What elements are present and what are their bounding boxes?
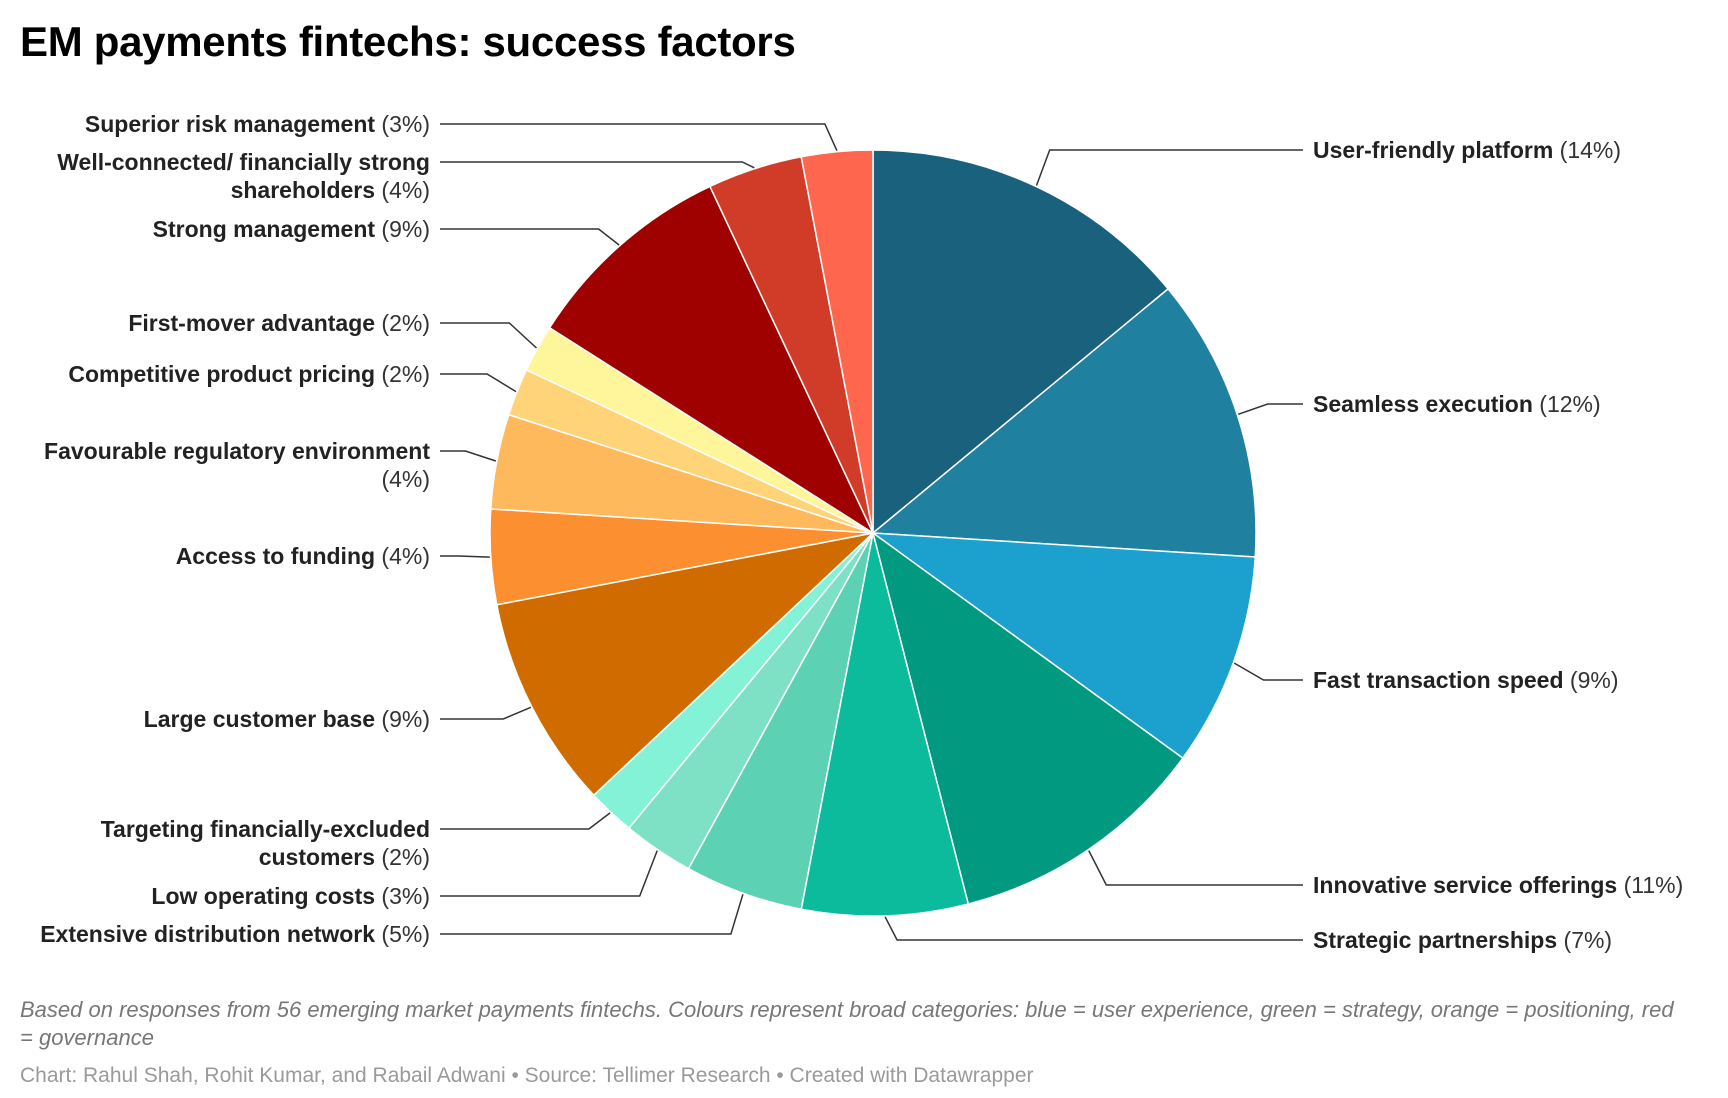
leader-line-extensive-distribution-network <box>440 894 744 935</box>
slice-labels: User-friendly platform (14%) Seamless exe… <box>40 111 1683 953</box>
leader-line-superior-risk-management <box>440 123 838 152</box>
leader-line-strategic-partnerships <box>884 916 1303 941</box>
pie-slice-strong-management <box>548 185 874 534</box>
leader-line-targeting-financially-excluded-customers <box>440 812 611 830</box>
pie-slice-user-friendly-platform <box>872 149 1169 534</box>
chart-description: Based on responses from 56 emerging mark… <box>20 997 1674 1050</box>
pie-slice-superior-risk-management <box>800 149 874 534</box>
slice-label-strong-management: Strong management (9%) <box>153 216 430 242</box>
leader-line-access-to-funding <box>440 555 490 558</box>
leader-line-large-customer-base <box>440 706 532 720</box>
slice-label-seamless-execution: Seamless execution (12%) <box>1313 391 1601 417</box>
slice-label-user-friendly-platform: User-friendly platform (14%) <box>1313 137 1621 163</box>
pie-slice-large-customer-base <box>496 532 874 796</box>
slice-label-competitive-product-pricing: Competitive product pricing (2%) <box>68 361 430 387</box>
leader-line-first-mover-advantage <box>440 322 538 349</box>
pie-slice-strategic-partnerships <box>800 532 969 917</box>
leader-line-fast-transaction-speed <box>1233 662 1303 681</box>
leader-line-seamless-execution <box>1237 403 1303 416</box>
leader-line-user-friendly-platform <box>1035 149 1303 186</box>
pie-slices <box>489 149 1257 917</box>
slice-label-superior-risk-management: Superior risk management (3%) <box>85 111 430 137</box>
leader-line-strong-management <box>440 228 620 246</box>
slice-label-access-to-funding: Access to funding (4%) <box>176 543 430 569</box>
chart-credit: Chart: Rahul Shah, Rohit Kumar, and Raba… <box>20 1064 1034 1087</box>
leader-line-innovative-service-offerings <box>1088 850 1303 886</box>
pie-chart: User-friendly platform (14%) Seamless exe… <box>40 111 1683 953</box>
leader-line-competitive-product-pricing <box>440 373 517 393</box>
slice-label-large-customer-base: Large customer base (9%) <box>144 706 430 732</box>
slice-label-strategic-partnerships: Strategic partnerships (7%) <box>1313 927 1612 953</box>
pie-slice-seamless-execution <box>872 288 1257 558</box>
slice-label-fast-transaction-speed: Fast transaction speed (9%) <box>1313 667 1618 693</box>
slice-label-low-operating-costs: Low operating costs (3%) <box>151 883 430 909</box>
pie-slice-innovative-service-offerings <box>872 532 1184 905</box>
slice-label-well-connected-financially-strong-shareholders: Well-connected/ financially strong shareh… <box>57 149 430 203</box>
slice-label-first-mover-advantage: First-mover advantage (2%) <box>128 310 430 336</box>
chart-title: EM payments fintechs: success factors <box>20 18 796 65</box>
leader-lines <box>440 123 1303 941</box>
slice-label-extensive-distribution-network: Extensive distribution network (5%) <box>40 921 430 947</box>
slice-label-targeting-financially-excluded-customers: Targeting financially-excluded customers … <box>101 816 430 870</box>
leader-line-low-operating-costs <box>440 850 658 897</box>
leader-line-well-connected-financially-strong-shareholders <box>440 161 755 169</box>
leader-line-favourable-regulatory-environment <box>440 450 497 462</box>
slice-label-innovative-service-offerings: Innovative service offerings (11%) <box>1313 872 1683 898</box>
slice-label-favourable-regulatory-environment: Favourable regulatory environment (4%) <box>44 438 430 492</box>
pie-slice-fast-transaction-speed <box>872 532 1256 759</box>
